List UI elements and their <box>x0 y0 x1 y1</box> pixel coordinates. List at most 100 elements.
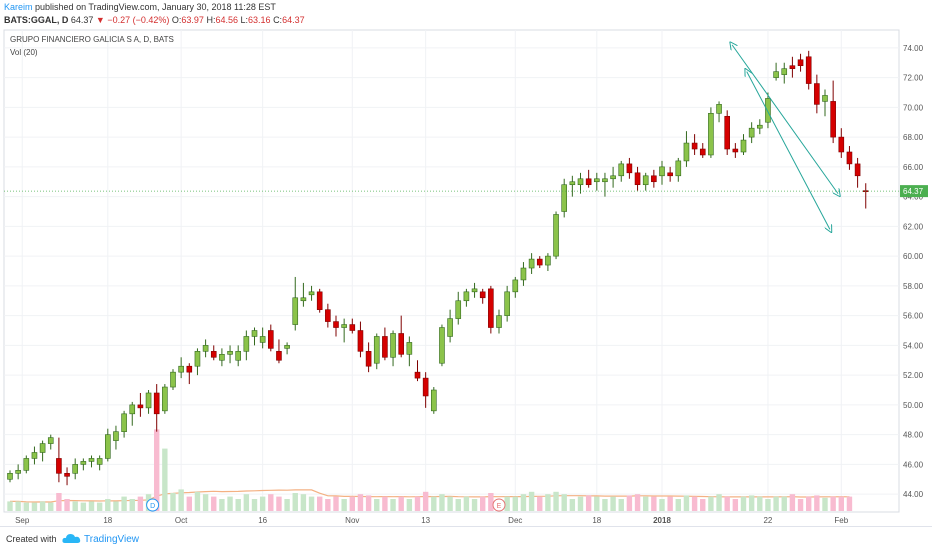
price-tick-label: 70.00 <box>903 103 924 112</box>
volume-bar <box>317 496 323 511</box>
volume-bar <box>374 499 380 511</box>
volume-bar <box>748 495 755 511</box>
candle-body <box>504 291 510 316</box>
candle-body <box>210 351 217 358</box>
volume-bar <box>333 496 339 511</box>
volume-bar <box>838 496 844 511</box>
tradingview-brand[interactable]: TradingView <box>84 534 140 545</box>
candle-body <box>675 160 682 177</box>
volume-bar <box>219 499 225 511</box>
candle-body <box>699 148 706 156</box>
time-tick-label: 22 <box>763 516 772 525</box>
volume-bar <box>202 494 209 511</box>
volume-bar <box>398 496 404 511</box>
candle-body <box>781 68 788 75</box>
volume-bar <box>740 496 747 511</box>
author-link[interactable]: Kareim <box>4 2 33 12</box>
candle-body <box>276 351 282 361</box>
time-tick-label: 13 <box>421 516 430 525</box>
change-value: −0.27 (−0.42%) <box>107 15 170 25</box>
candle-body <box>96 458 103 465</box>
volume-bar <box>431 496 437 511</box>
volume-bar <box>251 499 258 511</box>
volume-bar <box>626 495 633 511</box>
volume-bar <box>724 496 730 511</box>
candle-body <box>414 371 421 379</box>
volume-bar <box>48 502 54 511</box>
price-tick-label: 56.00 <box>903 312 924 321</box>
candle-body <box>153 392 160 415</box>
volume-bar <box>830 496 836 511</box>
volume-bar <box>162 448 168 511</box>
volume-bar <box>325 499 331 511</box>
candle-body <box>72 464 78 474</box>
candle-body <box>365 351 372 367</box>
candle-body <box>496 315 502 328</box>
volume-bar <box>96 502 103 511</box>
volume-bar <box>276 496 282 511</box>
candle-body <box>300 297 307 302</box>
tradingview-cloud-icon[interactable] <box>62 531 82 550</box>
price-tick-label: 44.00 <box>903 490 924 499</box>
open-value: 63.97 <box>181 15 204 25</box>
candle-body <box>683 142 690 162</box>
volume-bar <box>422 491 429 511</box>
volume-bar <box>610 496 616 511</box>
candle-body <box>724 115 731 150</box>
candle-body <box>830 101 836 138</box>
volume-bar <box>488 493 494 511</box>
candle-body <box>267 330 274 349</box>
time-axis[interactable]: Sep 18 Oct 16 Nov 13 Dec 18 2018 22 Feb <box>15 516 849 525</box>
price-axis[interactable]: 44.00 46.00 48.00 50.00 52.00 54.00 56.00 58.00… <box>903 44 924 499</box>
candle-body <box>471 288 478 293</box>
low-label: L: <box>240 15 249 25</box>
volume-legend[interactable]: Vol (20) <box>10 48 38 57</box>
volume-bar <box>268 494 274 511</box>
candle-body <box>382 336 388 358</box>
volume-bar <box>439 494 445 511</box>
channel-layer[interactable] <box>732 45 838 229</box>
volume-bar <box>634 494 641 511</box>
volume-bar <box>186 496 192 511</box>
event-marker-label: D <box>150 503 155 510</box>
candlestick-chart[interactable]: 44.00 46.00 48.00 50.00 52.00 54.00 56.00 58.00… <box>0 0 932 526</box>
candle-body <box>341 324 347 328</box>
last-price-badge-text: 64.37 <box>903 187 924 196</box>
volume-bar <box>80 502 87 511</box>
volume-bar <box>406 499 413 511</box>
candle-body <box>797 59 804 67</box>
volume-bar <box>137 496 144 511</box>
candle-body <box>642 175 649 186</box>
price-tick-label: 58.00 <box>903 282 924 291</box>
close-label: C: <box>273 15 283 25</box>
volume-bar <box>56 493 62 511</box>
volume-bar <box>846 496 853 511</box>
price-tick-label: 52.00 <box>903 371 924 380</box>
volume-bar <box>235 499 241 511</box>
candle-body <box>528 258 535 269</box>
candle-body <box>235 351 241 361</box>
volume-bar <box>154 429 160 511</box>
volume-bar <box>602 499 608 511</box>
volume-bar <box>545 494 551 511</box>
plot-frame <box>3 29 900 513</box>
candle-body <box>113 431 119 441</box>
volume-bar <box>365 495 372 511</box>
volume-bar <box>308 496 315 511</box>
volume-bar <box>504 496 510 511</box>
candle-body <box>64 473 70 477</box>
time-tick-label: Feb <box>834 516 848 525</box>
candle-body <box>162 386 168 412</box>
volume-bar <box>651 496 657 511</box>
volume-bar <box>357 494 364 511</box>
price-tick-label: 46.00 <box>903 460 924 469</box>
candle-body <box>121 413 127 432</box>
candle-body <box>88 458 95 462</box>
volume-layer <box>7 429 853 511</box>
candle-body <box>618 163 625 177</box>
candle-body <box>145 392 152 409</box>
candle-body <box>316 291 323 310</box>
volume-bar <box>284 499 290 511</box>
volume-bar <box>113 501 119 511</box>
